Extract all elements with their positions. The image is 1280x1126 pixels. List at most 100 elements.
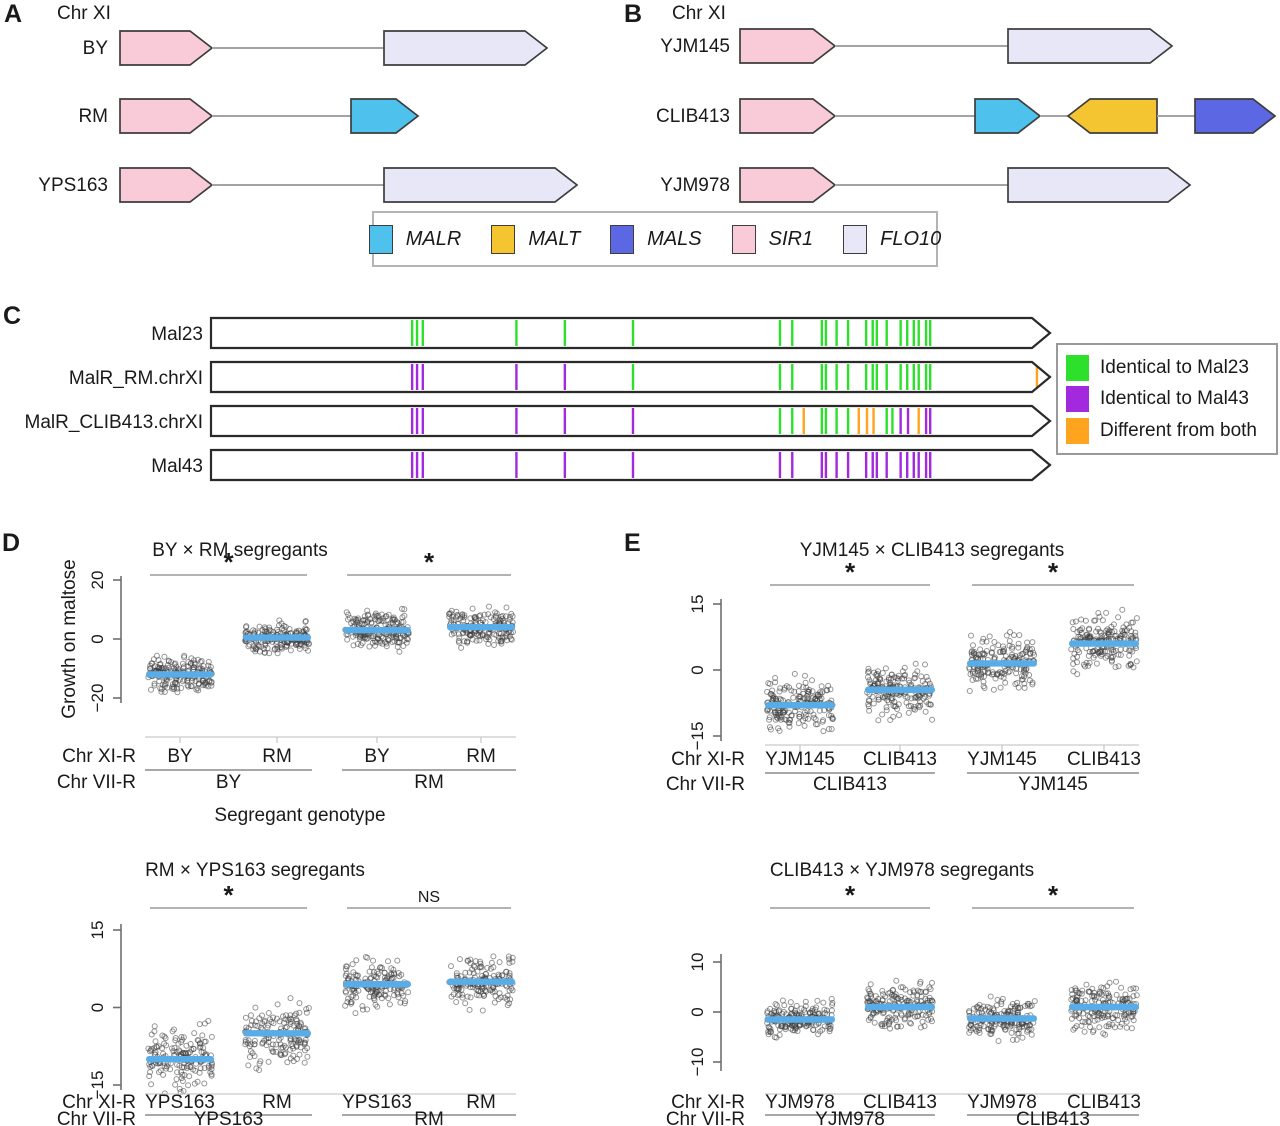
scatter-point (242, 1041, 249, 1048)
scatter-point (867, 680, 874, 687)
scatter-point (913, 693, 920, 700)
scatter-point (485, 611, 492, 618)
scatter-point (388, 965, 395, 972)
scatter-point (809, 688, 816, 695)
scatter-point (158, 686, 165, 693)
scatter-point (174, 689, 181, 696)
scatter-point (902, 1015, 909, 1022)
scatter-point (377, 964, 383, 971)
scatter-point (253, 1065, 260, 1072)
scatter-point (242, 1014, 249, 1021)
scatter-point (979, 650, 986, 657)
scatter-point (148, 1062, 155, 1069)
scatter-point (922, 989, 929, 996)
scatter-point (1093, 660, 1100, 667)
scatter-point (173, 1076, 180, 1083)
scatter-point (389, 639, 396, 645)
scatter-point (287, 647, 294, 654)
significance-label: * (223, 880, 234, 910)
scatter-point (1080, 661, 1087, 668)
group-label: YJM145 (765, 749, 835, 770)
gene-arrow-FLO10 (1007, 28, 1174, 64)
scatter-point (914, 1013, 921, 1020)
scatter-point (374, 968, 381, 975)
scatter-point (879, 670, 886, 676)
scatter-point (197, 665, 204, 672)
scatter-point (467, 632, 474, 639)
scatter-point (882, 665, 889, 672)
scatter-point (919, 1011, 926, 1018)
scatter-point (461, 638, 468, 645)
scatter-point (1091, 617, 1098, 624)
scatter-point (912, 706, 918, 713)
scatter-point (990, 1005, 997, 1012)
span-label: RM (414, 772, 444, 793)
gene-legend-swatch-FLO10 (843, 224, 868, 254)
scatter-point (1133, 992, 1140, 999)
scatter-point (158, 688, 165, 695)
panel-c-alignment: Mal23 MalR_RM.chrXI MalR_CLIB413.chrXI Mal4… (25, 316, 1052, 482)
scatter-point (867, 981, 874, 988)
group-label: RM (466, 1092, 496, 1113)
scatter-point (185, 663, 192, 670)
scatter-point (802, 1003, 809, 1010)
scatter-point (456, 991, 463, 998)
scatter-point (803, 684, 810, 691)
scatter-point (805, 715, 812, 722)
scatter-point (921, 693, 928, 700)
scatter-point (828, 712, 835, 719)
scatter-point (802, 672, 808, 679)
scatter-point (1086, 633, 1093, 640)
gene-arrow-SIR1 (739, 98, 837, 134)
scatter-point (1097, 652, 1104, 659)
scatter-point (276, 617, 283, 624)
scatter-point (395, 994, 402, 1001)
scatter-point (989, 645, 996, 651)
scatter-point (294, 1037, 301, 1044)
scatter-point (972, 670, 978, 677)
scatter-point (875, 668, 881, 675)
scatter-point (176, 1047, 182, 1054)
scatter-point (490, 953, 497, 960)
scatter-point (1079, 1018, 1086, 1025)
gene-legend-swatch-MALT (491, 224, 516, 254)
scatter-point (1115, 614, 1122, 621)
scatter-point (765, 680, 772, 687)
alignment-legend-swatch (1066, 354, 1089, 381)
scatter-point (475, 632, 482, 639)
scatter-point (473, 991, 480, 998)
scatter-point (1129, 648, 1136, 655)
alignment-legend-swatch (1066, 386, 1089, 412)
scatter-point (509, 954, 516, 961)
scatter-point (879, 987, 886, 994)
scatter-point (969, 670, 976, 677)
scatter-point (870, 1010, 877, 1017)
scatter-point (492, 609, 499, 616)
scatter-point (353, 957, 360, 964)
scatter-point (392, 633, 399, 639)
scatter-point (885, 990, 892, 997)
scatter-point (1096, 628, 1103, 635)
scatter-point (1098, 991, 1105, 998)
scatter-point (342, 966, 349, 973)
alignment-row-label: Mal43 (151, 456, 203, 477)
y-tick-label: 15 (88, 921, 107, 940)
scatter-point (915, 702, 922, 709)
scatter-point (865, 665, 872, 672)
alignment-legend-item: Different from both (1066, 417, 1268, 444)
scatter-point (1078, 630, 1085, 636)
strain-label: YPS163 (38, 175, 108, 196)
scatter-point (782, 1023, 789, 1030)
scatter-point (208, 678, 215, 685)
scatter-point (402, 998, 409, 1005)
scatter-point (504, 992, 511, 999)
scatter-point (1086, 626, 1092, 633)
scatter-point (265, 1058, 272, 1065)
scatter-point (908, 695, 915, 702)
scatter-point (776, 1032, 783, 1038)
scatter-point (296, 1000, 303, 1007)
scatter-point (1073, 997, 1080, 1003)
scatter-point (890, 713, 897, 720)
scatter-point (284, 1059, 291, 1066)
